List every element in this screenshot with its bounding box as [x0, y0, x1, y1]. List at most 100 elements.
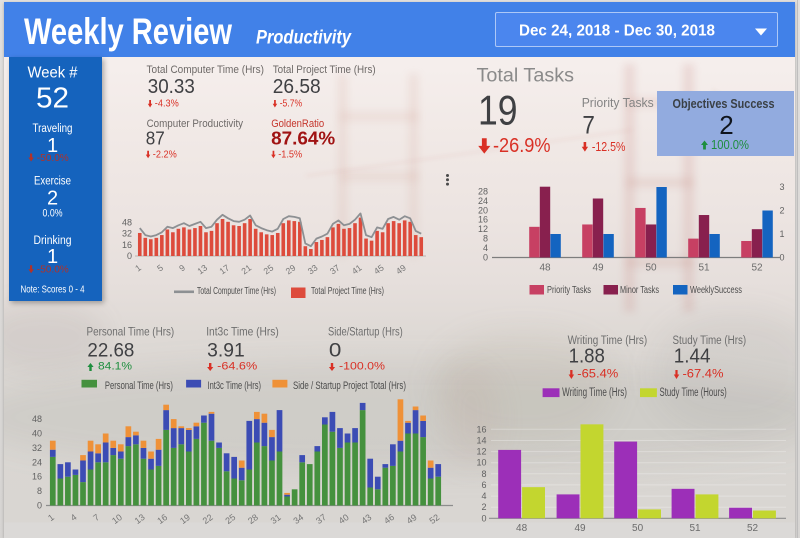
svg-text:48: 48	[122, 218, 132, 228]
svg-text:Int3c Time (Hrs): Int3c Time (Hrs)	[206, 325, 279, 339]
svg-text:29: 29	[284, 262, 298, 276]
svg-text:16: 16	[155, 512, 169, 526]
svg-text:Study Time (Hrs): Study Time (Hrs)	[673, 335, 747, 347]
svg-text:Traveling: Traveling	[33, 123, 73, 135]
svg-text:Writing Time (Hrs): Writing Time (Hrs)	[568, 335, 648, 347]
svg-text:Exercise: Exercise	[34, 176, 71, 188]
svg-text:51: 51	[698, 263, 710, 274]
svg-text:Side / Startup Project Total (: Side / Startup Project Total (Hrs)	[293, 380, 406, 392]
svg-text:25: 25	[223, 512, 237, 526]
svg-text:19: 19	[178, 512, 192, 526]
svg-text:7: 7	[582, 111, 595, 139]
svg-text:52: 52	[36, 82, 69, 114]
svg-text:-65.4%: -65.4%	[577, 367, 618, 381]
svg-text:87.64%: 87.64%	[271, 129, 335, 149]
svg-text:84.1%: 84.1%	[98, 361, 132, 373]
svg-text:50: 50	[632, 523, 644, 534]
svg-text:31: 31	[269, 512, 283, 526]
svg-text:Weekly Review: Weekly Review	[24, 11, 232, 52]
svg-text:1.88: 1.88	[569, 345, 605, 367]
svg-text:13: 13	[133, 512, 147, 526]
svg-text:0: 0	[780, 253, 785, 263]
svg-text:19: 19	[478, 86, 518, 133]
svg-text:0: 0	[483, 253, 488, 263]
svg-text:10: 10	[110, 512, 124, 526]
svg-text:43: 43	[359, 512, 373, 526]
svg-text:4: 4	[483, 243, 488, 253]
svg-text:Personal Time (Hrs): Personal Time (Hrs)	[105, 380, 173, 392]
svg-text:22.68: 22.68	[87, 339, 134, 361]
svg-text:50: 50	[645, 263, 657, 274]
svg-text:5: 5	[155, 262, 165, 273]
svg-text:0: 0	[329, 339, 342, 361]
svg-text:49: 49	[394, 262, 408, 276]
svg-text:Productivity: Productivity	[256, 28, 352, 49]
svg-text:-1.5%: -1.5%	[278, 148, 302, 160]
svg-text:Minor Tasks: Minor Tasks	[620, 285, 659, 296]
svg-text:28: 28	[478, 186, 488, 196]
svg-text:Total Project Time (Hrs): Total Project Time (Hrs)	[311, 286, 384, 297]
svg-text:1: 1	[46, 512, 56, 523]
svg-text:Total Computer Time (Hrs): Total Computer Time (Hrs)	[147, 64, 265, 76]
svg-text:48: 48	[539, 263, 551, 274]
svg-text:GoldenRatio: GoldenRatio	[271, 118, 324, 130]
svg-text:40: 40	[337, 512, 351, 526]
svg-text:40: 40	[32, 429, 42, 439]
svg-text:12: 12	[476, 447, 486, 457]
svg-text:1.44: 1.44	[674, 345, 711, 367]
svg-text:45: 45	[372, 262, 386, 276]
svg-text:0: 0	[481, 513, 486, 523]
svg-text:Total Computer Time (Hrs): Total Computer Time (Hrs)	[197, 286, 276, 297]
svg-text:37: 37	[328, 262, 342, 276]
svg-text:13: 13	[195, 262, 209, 276]
svg-text:Objectives Success: Objectives Success	[673, 97, 775, 111]
svg-text:Study Time (Hours): Study Time (Hours)	[660, 387, 727, 399]
svg-text:46: 46	[382, 512, 396, 526]
svg-text:51: 51	[689, 523, 701, 534]
svg-text:-12.5%: -12.5%	[592, 140, 626, 154]
svg-text:16: 16	[476, 424, 486, 434]
svg-text:48: 48	[516, 523, 528, 534]
svg-text:100.0%: 100.0%	[711, 138, 749, 152]
svg-text:52: 52	[747, 523, 759, 534]
svg-text:12: 12	[478, 224, 488, 234]
svg-text:1: 1	[47, 246, 58, 268]
svg-text:52: 52	[751, 263, 763, 274]
svg-text:2: 2	[481, 502, 486, 512]
svg-text:3: 3	[780, 182, 785, 192]
svg-text:1: 1	[780, 229, 785, 239]
svg-text:52: 52	[427, 512, 441, 526]
svg-text:8: 8	[37, 486, 42, 496]
svg-text:30.33: 30.33	[148, 75, 195, 98]
svg-text:2: 2	[47, 188, 58, 210]
svg-text:Dec 24, 2018 - Dec 30, 2018: Dec 24, 2018 - Dec 30, 2018	[519, 23, 715, 40]
svg-text:24: 24	[32, 457, 42, 467]
svg-text:10: 10	[476, 458, 486, 468]
svg-text:Drinking: Drinking	[34, 235, 72, 247]
svg-text:Personal Time (Hrs): Personal Time (Hrs)	[87, 325, 175, 339]
svg-text:14: 14	[476, 436, 486, 446]
svg-text:-50.0%: -50.0%	[37, 152, 69, 164]
svg-text:0.0%: 0.0%	[43, 208, 63, 220]
svg-text:28: 28	[246, 512, 260, 526]
svg-text:-67.4%: -67.4%	[683, 367, 724, 381]
svg-text:Priority Tasks: Priority Tasks	[547, 285, 591, 296]
svg-text:Int3c Time (Hrs): Int3c Time (Hrs)	[208, 380, 262, 392]
svg-text:2: 2	[719, 110, 733, 140]
svg-text:-2.2%: -2.2%	[153, 148, 177, 160]
svg-text:-64.6%: -64.6%	[217, 361, 257, 373]
svg-text:6: 6	[481, 480, 486, 490]
svg-text:16: 16	[478, 215, 488, 225]
svg-text:4: 4	[69, 512, 79, 523]
svg-text:17: 17	[217, 262, 231, 276]
svg-text:-50.0%: -50.0%	[37, 264, 69, 276]
svg-text:Total Tasks: Total Tasks	[477, 66, 575, 87]
svg-text:0: 0	[37, 501, 42, 511]
svg-text:1: 1	[47, 135, 58, 157]
svg-text:87: 87	[146, 128, 165, 149]
svg-text:37: 37	[314, 512, 328, 526]
svg-text:21: 21	[239, 262, 253, 276]
svg-text:20: 20	[478, 205, 488, 215]
svg-text:8: 8	[483, 234, 488, 244]
svg-text:-5.7%: -5.7%	[280, 98, 303, 110]
